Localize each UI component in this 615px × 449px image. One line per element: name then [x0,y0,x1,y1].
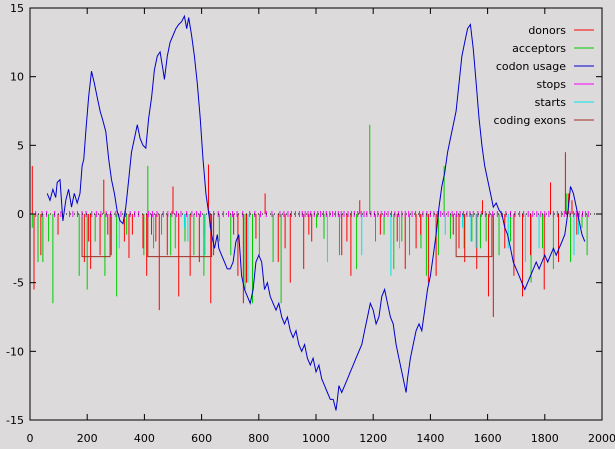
x-tick-label: 1000 [302,432,330,445]
legend-label-stops: stops [537,78,567,91]
y-tick-label: 15 [10,2,24,15]
y-tick-label: 10 [10,71,24,84]
x-tick-label: 600 [191,432,212,445]
legend-label-starts: starts [535,96,567,109]
x-tick-label: 1800 [531,432,559,445]
y-tick-label: -5 [13,277,24,290]
x-tick-label: 1600 [474,432,502,445]
codon-usage-line [46,14,586,411]
coding-exon-box [455,214,493,258]
x-tick-label: 400 [134,432,155,445]
x-tick-label: 1400 [416,432,444,445]
x-tick-label: 200 [77,432,98,445]
legend: donors acceptors codon usage stops starts cod… [494,24,594,127]
x-tick-label: 2000 [588,432,615,445]
x-tick-label: 1200 [359,432,387,445]
legend-label-acceptors: acceptors [512,42,566,55]
legend-label-donors: donors [528,24,566,37]
plot-area [31,14,589,411]
y-tick-label: -15 [6,414,24,427]
x-tick-label: 800 [248,432,269,445]
y-tick-label: 0 [17,208,24,221]
legend-label-codon_usage: codon usage [496,60,566,73]
y-tick-label: 5 [17,139,24,152]
y-tick-label: -10 [6,345,24,358]
legend-label-coding_exons: coding exons [494,114,567,127]
x-tick-label: 0 [27,432,34,445]
axes: 0 200 400 600 800 1000 1200 1400 1600 1800 2000 15 1… [6,2,615,445]
coding-exon-box [81,214,111,258]
